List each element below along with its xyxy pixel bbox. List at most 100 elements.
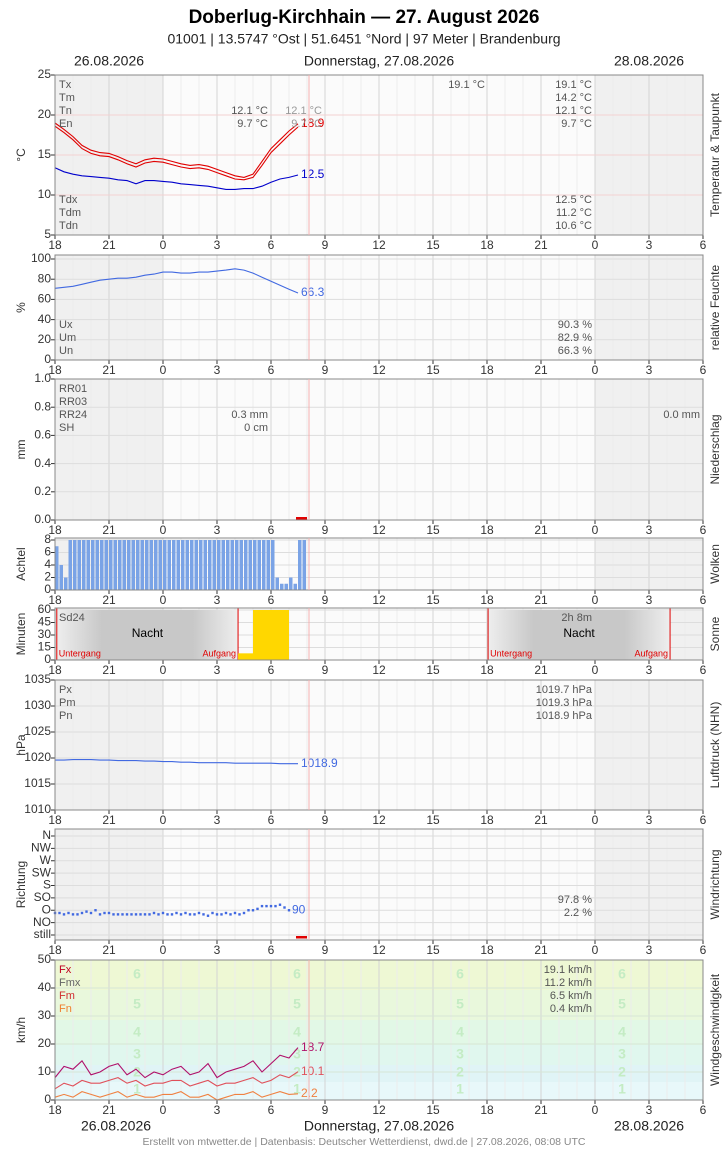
x-tick-label: 6 [268,943,275,957]
y-tick-label: N [42,828,51,842]
x-tick-label: 21 [102,363,116,377]
x-tick-label: 21 [534,1103,548,1117]
x-tick-label: 0 [160,523,167,537]
y-tick-label: 0.0 [34,512,51,526]
beaufort-label: 1 [293,1081,301,1097]
subtitle: 01001 | 13.5747 °Ost | 51.6451 °Nord | 9… [167,31,560,47]
date-center: Donnerstag, 27.08.2026 [304,1118,454,1134]
night [56,610,239,660]
beaufort-label: 6 [133,966,141,982]
beaufort-label: 5 [618,996,626,1012]
x-tick-label: 12 [372,1103,386,1117]
bar [235,540,239,590]
bar [64,577,68,590]
x-tick-label: 15 [426,593,440,607]
point [238,913,241,916]
stat-label: Fmx [59,977,81,989]
x-tick-label: 3 [214,943,221,957]
x-tick-label: 6 [268,1103,275,1117]
bar [194,540,198,590]
point [112,913,115,916]
panel-title: Windgeschwindigkeit [708,973,722,1086]
point [98,913,102,916]
stat-value: 66.3 % [558,345,592,357]
series-line [54,122,299,178]
x-tick-label: 3 [646,813,653,827]
x-tick-label: 9 [322,363,329,377]
x-tick-label: 6 [700,363,707,377]
panel-title: Luftdruck (NHN) [708,702,722,789]
y-tick-label: 1035 [24,672,51,686]
stat-value: 12.1 °C [555,105,592,117]
y-axis-label: hPa [14,734,28,756]
stat-value: 12.1 °C [231,105,268,117]
bar [203,540,207,590]
x-tick-label: 18 [48,593,62,607]
y-tick-label: 20 [38,1036,52,1050]
beaufort-label: 5 [456,996,464,1012]
x-tick-label: 6 [700,943,707,957]
sunrise-label: Aufgang [203,648,237,658]
series-line [54,268,299,294]
point [179,913,183,916]
beaufort-label: 1 [133,1081,141,1097]
x-tick-label: 21 [102,943,116,957]
stat-label: Tdm [59,207,81,219]
x-tick-label: 6 [700,1103,707,1117]
y-tick-label: 60 [38,602,52,616]
y-tick-label: 5 [44,227,51,241]
bar [275,577,279,590]
y-axis-label: mm [14,440,28,460]
bar [68,540,72,590]
stat-label: RR24 [59,409,87,421]
beaufort-label: 3 [293,1046,301,1062]
bar [140,540,144,590]
y-axis-label: °C [14,148,28,162]
panel: 18 21 0 3 6 9 12 15 18 21 0 3 6 5 10 15 20 25 °C Temperatur… [14,67,722,252]
stat-label: Fx [59,964,72,976]
beaufort-label: 2 [618,1064,626,1080]
x-tick-label: 3 [646,593,653,607]
x-tick-label: 18 [480,663,494,677]
plot-frame [54,959,704,1101]
x-tick-label: 6 [268,523,275,537]
bar [154,540,158,590]
x-tick-label: 0 [160,238,167,252]
bar [253,540,257,590]
x-tick-label: 21 [102,1103,116,1117]
missing-marker [296,517,307,520]
end-label: 12.5 [301,167,325,181]
y-tick-label: still [34,927,51,941]
point [94,909,97,912]
stat-label: En [59,118,72,130]
date-right: 28.08.2026 [614,1118,684,1134]
panel-title: Temperatur & Taupunkt [708,92,722,217]
bar [131,540,135,590]
y-tick-label: 2 [44,570,51,584]
x-tick-label: 3 [646,663,653,677]
point [67,911,70,915]
bar [199,540,203,590]
bar [104,540,108,590]
bar [176,540,180,590]
x-tick-label: 3 [646,943,653,957]
x-tick-label: 12 [372,238,386,252]
y-tick-label: 10 [38,187,52,201]
point [229,913,232,916]
y-tick-label: 80 [38,271,52,285]
x-tick-label: 3 [214,1103,221,1117]
point [184,911,187,915]
y-axis-label: Minuten [14,613,28,656]
bar [91,540,95,590]
x-tick-label: 18 [480,523,494,537]
point [251,909,255,912]
x-tick-label: 18 [48,943,62,957]
series-line [54,1047,299,1079]
date-center: Donnerstag, 27.08.2026 [304,53,454,69]
x-tick-label: 21 [102,663,116,677]
point [265,904,268,908]
beaufort-label: 3 [456,1046,464,1062]
stat-label: Fm [59,990,75,1002]
